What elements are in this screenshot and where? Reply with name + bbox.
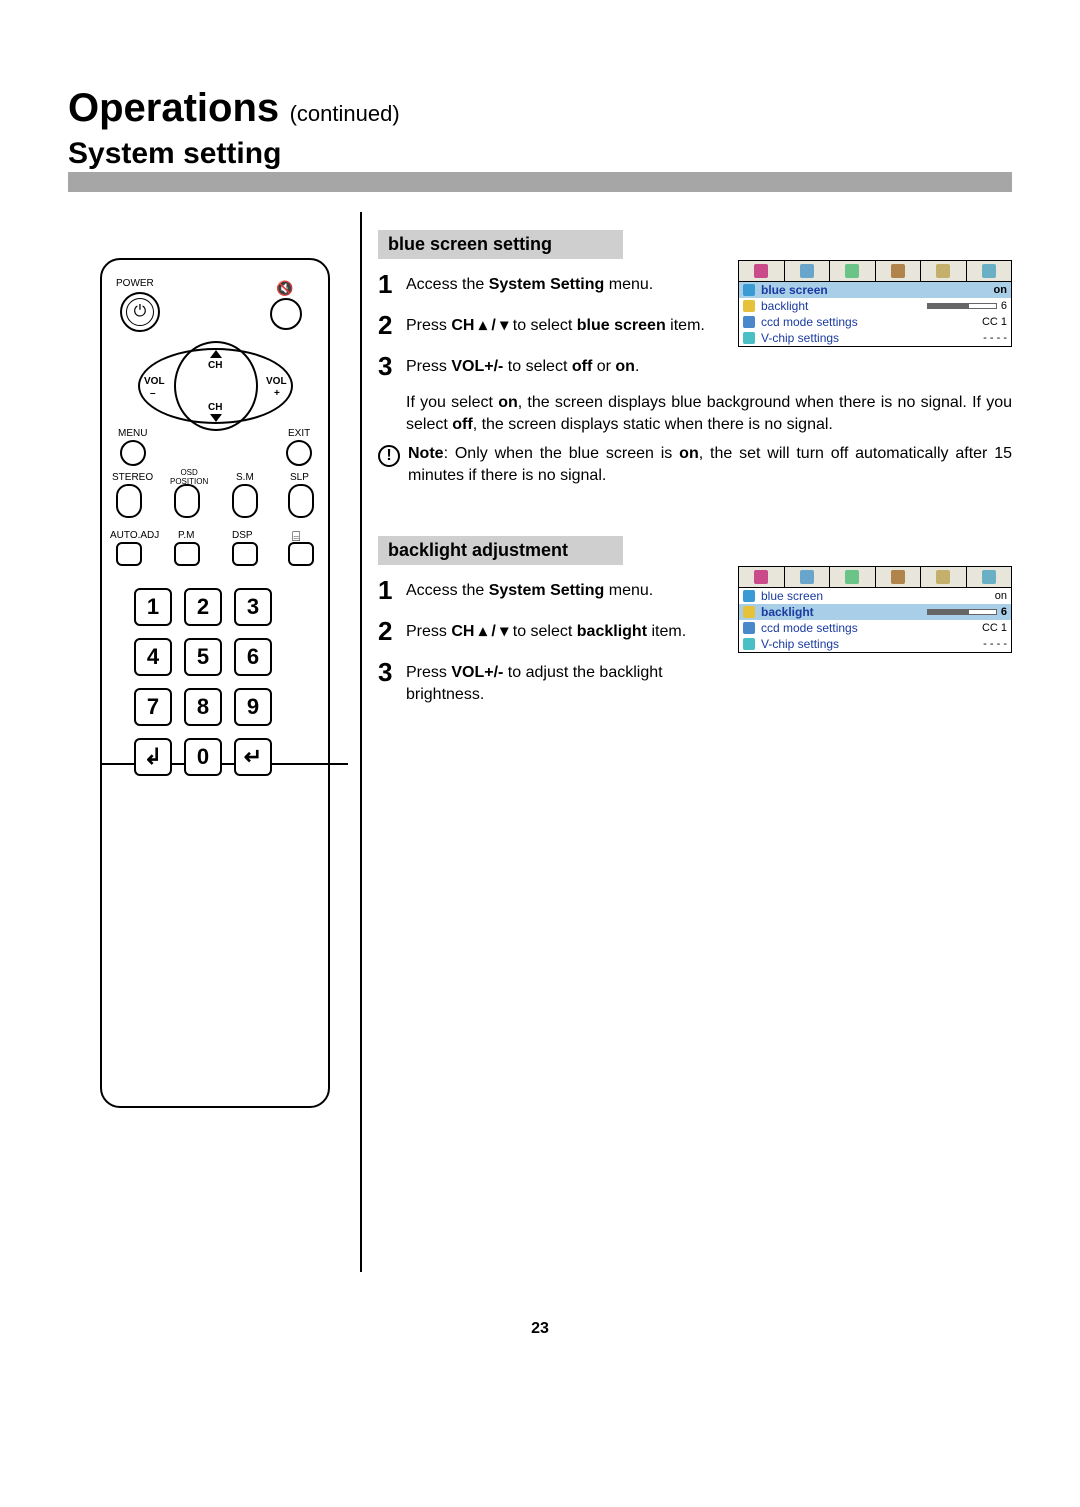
note-icon: !	[378, 445, 400, 467]
remote-key-↵: ↵	[234, 738, 272, 776]
remote-sm-button	[232, 484, 258, 518]
menu-row: blue screenon	[739, 282, 1011, 298]
remote-slp-button	[288, 484, 314, 518]
remote-key-0: 0	[184, 738, 222, 776]
menu-row: V-chip settings- - - -	[739, 330, 1011, 346]
page-title: Operations	[68, 86, 279, 131]
section: backlight adjustment blue screenonbacklig…	[378, 536, 1012, 705]
page-title-continued: (continued)	[290, 101, 400, 127]
note-row: ! Note: Only when the blue screen is on, …	[378, 443, 1012, 486]
vertical-divider	[360, 212, 362, 1272]
remote-plus: +	[274, 388, 280, 399]
remote-key-1: 1	[134, 588, 172, 626]
page-number: 23	[0, 1320, 1080, 1338]
step-number: 3	[378, 351, 406, 382]
page-header: Operations (continued) System setting	[68, 86, 400, 171]
remote-key-3: 3	[234, 588, 272, 626]
header-separator-bar	[68, 172, 1012, 192]
remote-mute-button	[270, 298, 302, 330]
remote-key-5: 5	[184, 638, 222, 676]
remote-key-8: 8	[184, 688, 222, 726]
remote-minus: –	[150, 388, 156, 399]
menu-row: V-chip settings- - - -	[739, 636, 1011, 652]
remote-menu-button	[120, 440, 146, 466]
step-number: 2	[378, 616, 406, 647]
step-text: Access the System Setting menu.	[406, 269, 711, 296]
remote-key-2: 2	[184, 588, 222, 626]
remote-exit-label: EXIT	[288, 428, 310, 439]
remote-vol-label-left: VOL	[144, 376, 165, 387]
step-text: Press VOL+/- to adjust the backlight bri…	[406, 657, 711, 705]
remote-stereo-label: STEREO	[112, 472, 153, 483]
remote-ch-label-bottom: CH	[208, 402, 222, 413]
note-text: Note: Only when the blue screen is on, t…	[408, 443, 1012, 486]
step-extra-text: If you select on, the screen displays bl…	[406, 392, 1012, 435]
mute-icon: 🔇	[276, 280, 293, 297]
remote-sm-label: S.M	[236, 472, 254, 483]
remote-dsp-label: DSP	[232, 530, 253, 541]
section-title: backlight adjustment	[378, 536, 623, 565]
menu-screenshot: blue screenonbacklight6ccd mode settings…	[738, 566, 1012, 653]
remote-exit-button	[286, 440, 312, 466]
remote-power-label: POWER	[116, 278, 154, 289]
remote-pm-button	[174, 542, 200, 566]
content-area: blue screen settingblue screenonbackligh…	[378, 230, 1012, 756]
remote-key-9: 9	[234, 688, 272, 726]
remote-autoadj-button	[116, 542, 142, 566]
step-number: 3	[378, 657, 406, 688]
step-text: Press CH ▴ / ▾ to select backlight item.	[406, 616, 711, 643]
remote-autoadj-label: AUTO.ADJ	[110, 530, 159, 541]
remote-control-diagram: POWER ⏻ 🔇 CH CH VOL VOL – + MENU EXIT ST…	[100, 258, 350, 1138]
remote-key-↲: ↲	[134, 738, 172, 776]
ch-up-icon	[210, 350, 222, 358]
remote-key-7: 7	[134, 688, 172, 726]
step-row: 3Press VOL+/- to select off or on.	[378, 351, 1012, 382]
section: blue screen setting blue screenonbackligh…	[378, 230, 1012, 486]
remote-osd-button	[174, 484, 200, 518]
remote-pm-label: P.M	[178, 530, 195, 541]
page-subtitle: System setting	[68, 137, 400, 171]
remote-slp-label: SLP	[290, 472, 309, 483]
menu-screenshot: blue screenonbacklight6ccd mode settings…	[738, 260, 1012, 347]
remote-dsp-button	[232, 542, 258, 566]
remote-key-6: 6	[234, 638, 272, 676]
menu-row: ccd mode settingsCC 1	[739, 620, 1011, 636]
menu-row: backlight6	[739, 298, 1011, 314]
remote-menu-label: MENU	[118, 428, 147, 439]
remote-ch-label-top: CH	[208, 360, 222, 371]
remote-power-button: ⏻	[120, 292, 160, 332]
step-number: 1	[378, 575, 406, 606]
menu-row: blue screenon	[739, 588, 1011, 604]
step-row: 3Press VOL+/- to adjust the backlight br…	[378, 657, 1012, 705]
step-text: Press VOL+/- to select off or on.	[406, 351, 711, 378]
remote-stereo-button	[116, 484, 142, 518]
step-text: Press CH ▴ / ▾ to select blue screen ite…	[406, 310, 711, 337]
menu-row: backlight6	[739, 604, 1011, 620]
step-number: 2	[378, 310, 406, 341]
menu-row: ccd mode settingsCC 1	[739, 314, 1011, 330]
step-number: 1	[378, 269, 406, 300]
remote-vol-label-right: VOL	[266, 376, 287, 387]
remote-s-button	[288, 542, 314, 566]
step-text: Access the System Setting menu.	[406, 575, 711, 602]
section-title: blue screen setting	[378, 230, 623, 259]
ch-down-icon	[210, 414, 222, 422]
remote-key-4: 4	[134, 638, 172, 676]
